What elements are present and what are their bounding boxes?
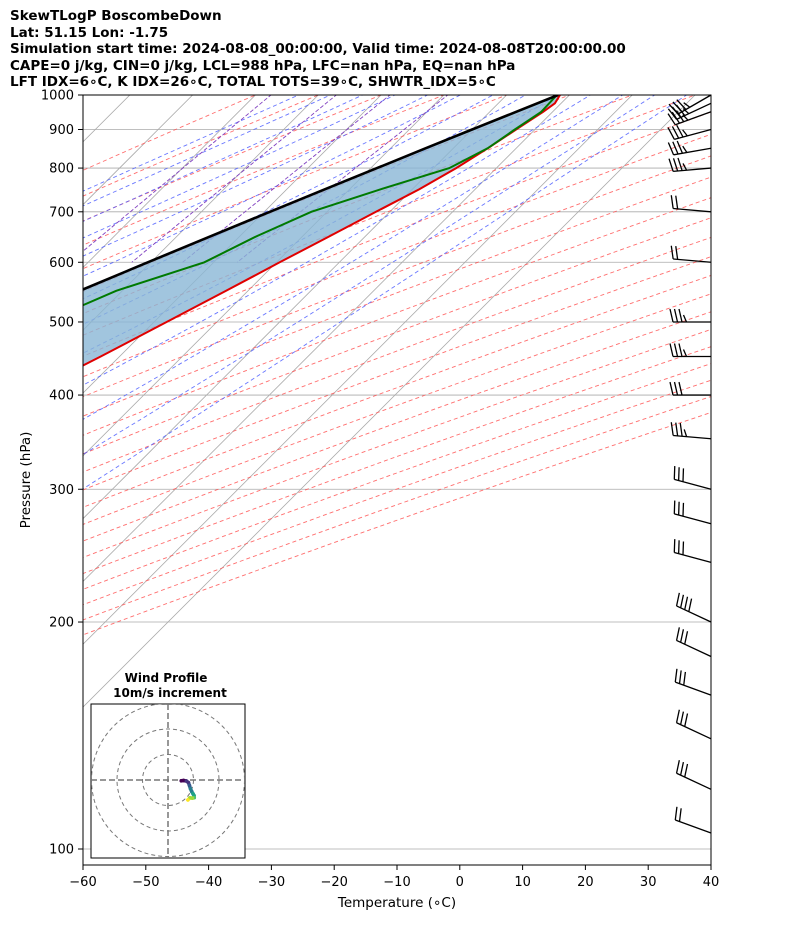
hodograph-subtitle: 10m/s increment	[113, 686, 227, 700]
x-tick-label: −60	[69, 875, 96, 890]
moist-adiabat	[83, 95, 494, 300]
hodograph-title: Wind Profile	[125, 671, 208, 685]
mixing-ratio-line	[131, 95, 338, 263]
location-line: Lat: 51.15 Lon: -1.75	[10, 24, 169, 41]
dry-adiabat	[83, 363, 711, 590]
moist-adiabat	[83, 95, 560, 354]
wind-barb	[675, 627, 712, 658]
y-tick-label: 100	[49, 843, 74, 858]
hodograph-point	[187, 783, 192, 788]
dry-adiabat	[83, 197, 711, 436]
isotherm	[83, 95, 633, 645]
isotherm	[83, 95, 570, 582]
hodograph-point	[186, 798, 190, 802]
wind-barb	[667, 140, 712, 156]
isotherm	[83, 95, 696, 708]
profile-lines	[83, 95, 561, 367]
wind-barb	[670, 422, 712, 440]
x-tick-label: −20	[320, 875, 347, 890]
wind-barb	[674, 806, 712, 834]
wind-barbs	[667, 94, 712, 834]
x-tick-label: −50	[132, 875, 159, 890]
x-tick-label: −40	[195, 875, 222, 890]
wind-barb	[667, 110, 712, 126]
dry-adiabat	[83, 217, 711, 455]
wind-barb	[669, 343, 711, 358]
wind-barb	[670, 195, 712, 213]
hodograph-point	[181, 778, 186, 783]
moist-adiabat	[83, 95, 462, 277]
parcel-line	[83, 95, 559, 291]
y-tick-label: 600	[49, 256, 74, 271]
header: SkewTLogP BoscombeDown Lat: 51.15 Lon: -…	[10, 8, 626, 91]
mixing-ratio-line	[182, 95, 391, 263]
dry-adiabat	[83, 133, 711, 378]
moist-adiabat	[83, 95, 656, 455]
moist-adiabat	[83, 95, 300, 192]
dry-adiabat	[83, 256, 711, 491]
dry-adiabat	[83, 111, 711, 357]
dry-adiabat	[83, 379, 711, 606]
cape-area	[83, 95, 560, 366]
y-tick-label: 200	[49, 616, 74, 631]
time-line: Simulation start time: 2024-08-08_00:00:…	[10, 41, 626, 57]
dry-adiabat	[83, 155, 711, 398]
isotherm	[0, 79, 83, 849]
indices-line: LFT IDX=6∘C, K IDX=26∘C, TOTAL TOTS=39∘C…	[10, 74, 496, 90]
moist-adiabat	[83, 95, 688, 490]
isotherm	[83, 95, 382, 394]
isotherm	[83, 95, 319, 331]
isotherm	[83, 95, 508, 520]
dry-adiabat	[83, 95, 508, 270]
wind-barb	[673, 500, 712, 525]
dewpoint-line	[83, 95, 558, 307]
y-tick-label: 1000	[41, 89, 74, 104]
y-tick-label: 400	[49, 389, 74, 404]
wind-profile-inset: Wind Profile 10m/s increment	[90, 671, 246, 859]
x-tick-label: 10	[514, 875, 531, 890]
wind-barb	[667, 124, 712, 140]
x-axis-label: Temperature (∘C)	[337, 895, 456, 911]
wind-barb	[675, 709, 712, 740]
wind-barb	[675, 592, 712, 623]
y-tick-label: 700	[49, 205, 74, 220]
mixing-ratio-line	[83, 95, 272, 252]
dry-adiabat	[83, 95, 257, 171]
axes: −60 −50 −40 −30 −20 −10 0 10 20 30 40 1000 900 800 700…	[41, 89, 719, 891]
wind-barb	[673, 466, 712, 490]
wind-barb	[670, 245, 712, 263]
wind-barb	[669, 308, 711, 323]
chart-title: SkewTLogP BoscombeDown	[10, 8, 222, 24]
dry-adiabat	[83, 328, 711, 558]
wind-barb	[669, 381, 711, 396]
params-line: CAPE=0 j/kg, CIN=0 j/kg, LCL=988 hPa, LF…	[10, 57, 516, 74]
wind-barb	[668, 157, 712, 173]
moist-adiabat	[83, 95, 429, 257]
y-tick-label: 800	[49, 162, 74, 177]
wind-barb	[674, 668, 712, 696]
x-tick-label: 30	[640, 875, 657, 890]
wind-barb	[673, 539, 712, 563]
y-axis-label: Pressure (hPa)	[18, 432, 34, 529]
hodograph-point	[186, 780, 191, 785]
x-tick-label: 40	[703, 875, 720, 890]
x-tick-label: −30	[258, 875, 285, 890]
y-tick-label: 900	[49, 123, 74, 138]
x-tick-label: 20	[577, 875, 594, 890]
moist-adiabat	[83, 95, 364, 222]
moist-adiabat	[83, 95, 624, 420]
y-tick-label: 300	[49, 483, 74, 498]
hodograph-point	[188, 786, 193, 791]
mixing-ratio-line	[236, 95, 449, 263]
x-tick-label: 0	[456, 875, 464, 890]
wind-barb	[675, 760, 712, 790]
moist-adiabat	[83, 95, 592, 386]
y-tick-label: 500	[49, 315, 74, 330]
isotherm	[83, 95, 256, 268]
x-tick-label: −10	[383, 875, 410, 890]
dry-adiabat	[83, 346, 711, 575]
